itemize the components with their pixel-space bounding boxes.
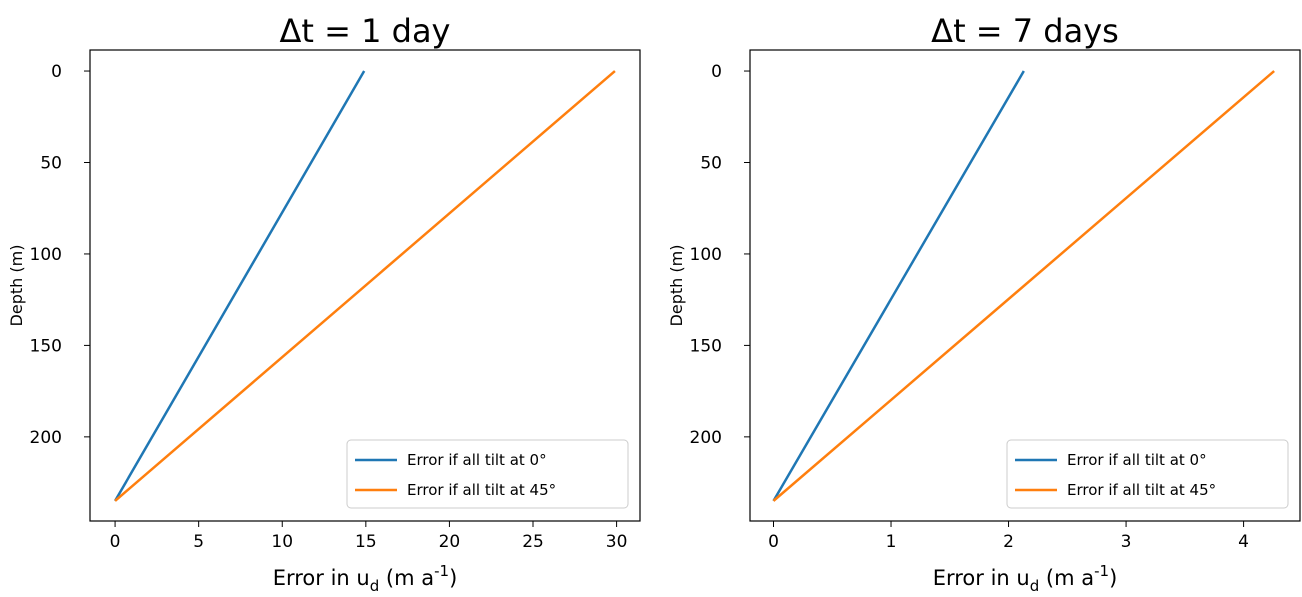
x-label-end: ): [1109, 566, 1117, 590]
y-tick-label: 50: [40, 153, 62, 173]
x-axis-label: Error in ud (m a-1): [933, 562, 1118, 593]
x-label-sub: d: [370, 577, 380, 593]
y-tick-label: 150: [30, 336, 62, 356]
x-label-text: Error in u: [933, 566, 1030, 590]
y-tick-label: 0: [51, 62, 62, 82]
x-label-end: ): [449, 566, 457, 590]
line-series: [113, 70, 366, 502]
y-tick-label: 50: [700, 153, 722, 173]
x-label-sub: d: [1030, 577, 1040, 593]
x-tick-label: 1: [886, 532, 897, 552]
legend-label: Error if all tilt at 45°: [407, 481, 556, 499]
y-tick-label: 100: [690, 245, 722, 265]
y-tick-label: 200: [690, 428, 722, 448]
x-tick-label: 4: [1238, 532, 1249, 552]
x-tick-label: 0: [768, 532, 779, 552]
chart-title: Δt = 7 days: [931, 12, 1119, 50]
line-series: [772, 70, 1025, 502]
x-label-sup: -1: [434, 562, 449, 580]
axes-frame: [749, 49, 1301, 522]
x-tick-label: 0: [110, 532, 121, 552]
line-series: [772, 70, 1275, 502]
x-label-sup: -1: [1094, 562, 1109, 580]
y-axis-label: Depth (m): [7, 245, 26, 327]
y-tick-label: 150: [690, 336, 722, 356]
x-label-text: Error in u: [273, 566, 370, 590]
legend-label: Error if all tilt at 0°: [1067, 451, 1207, 469]
y-tick-label: 200: [30, 428, 62, 448]
legend-label: Error if all tilt at 45°: [1067, 481, 1216, 499]
legend-box: [346, 439, 629, 509]
y-tick-label: 100: [30, 245, 62, 265]
legend-box: [1006, 439, 1289, 509]
legend-label: Error if all tilt at 0°: [407, 451, 547, 469]
chart-title: Δt = 1 day: [280, 12, 451, 50]
x-axis-label: Error in ud (m a-1): [273, 562, 458, 593]
x-label-mid: (m a: [379, 566, 434, 590]
x-label-mid: (m a: [1039, 566, 1094, 590]
x-tick-label: 30: [606, 532, 628, 552]
x-tick-label: 25: [522, 532, 544, 552]
x-tick-label: 3: [1121, 532, 1132, 552]
x-tick-label: 5: [193, 532, 204, 552]
x-tick-label: 15: [355, 532, 377, 552]
x-tick-label: 10: [271, 532, 293, 552]
x-tick-label: 20: [439, 532, 461, 552]
x-tick-label: 2: [1003, 532, 1014, 552]
y-tick-label: 0: [711, 62, 722, 82]
line-series: [114, 70, 616, 502]
axes-frame: [89, 49, 641, 522]
y-axis-label: Depth (m): [667, 245, 686, 327]
